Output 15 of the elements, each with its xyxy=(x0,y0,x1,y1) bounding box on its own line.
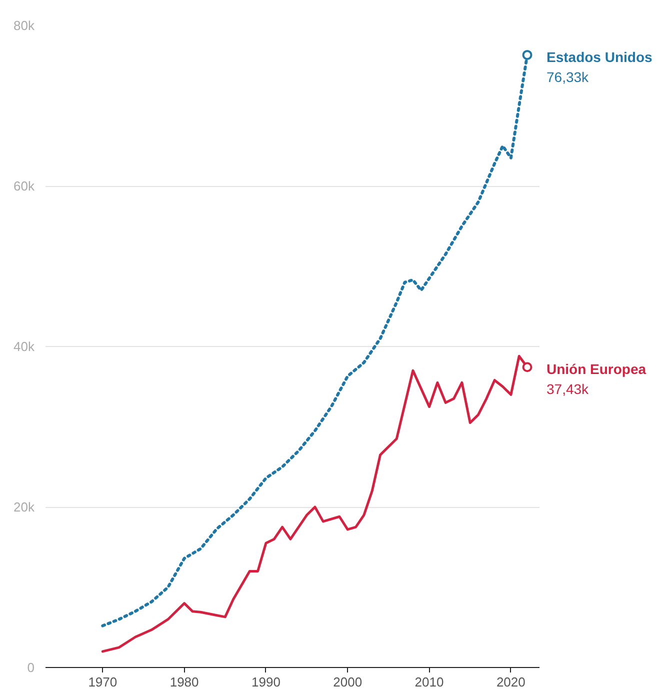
series-label: Estados Unidos xyxy=(546,48,653,65)
y-tick-label: 60k xyxy=(14,178,35,194)
x-tick-label: 1990 xyxy=(252,674,280,690)
y-tick-label: 80k xyxy=(14,18,35,33)
x-tick-label: 1970 xyxy=(88,674,118,690)
x-tick-label: 2000 xyxy=(333,674,362,690)
y-tick-label: 40k xyxy=(14,339,35,354)
x-tick-label: 2010 xyxy=(414,674,444,690)
data-label: 37,43k xyxy=(546,381,590,398)
data-label: 76,33k xyxy=(546,68,590,85)
x-tick-label: 2020 xyxy=(496,674,526,690)
series-label: Unión Europea xyxy=(546,361,646,378)
y-tick-label: 0 xyxy=(27,660,35,675)
y-tick-label: 20k xyxy=(14,500,35,514)
x-tick-label: 1980 xyxy=(170,674,199,690)
